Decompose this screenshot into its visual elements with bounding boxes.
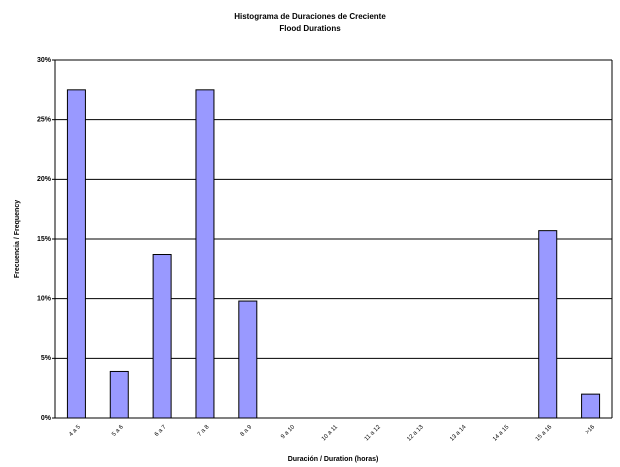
bar <box>66 89 86 419</box>
x-tick-label: 11 a 12 <box>364 424 383 443</box>
chart-subtitle: Flood Durations <box>279 24 341 33</box>
x-tick-label: 8 a 9 <box>240 424 254 438</box>
x-tick-label: 5 a 6 <box>111 424 125 438</box>
x-axis-label: Duración / Duration (horas) <box>288 456 379 463</box>
y-tick-label: 25% <box>37 117 52 124</box>
bar <box>109 370 129 419</box>
x-tick-label: 7 a 8 <box>197 424 211 438</box>
y-tick-label: 20% <box>37 176 52 183</box>
bar <box>238 300 258 419</box>
x-tick-label: >16 <box>585 424 597 436</box>
bar <box>538 230 558 419</box>
y-tick-label: 30% <box>37 57 52 64</box>
x-tick-label: 12 a 13 <box>406 424 425 443</box>
y-tick-label: 10% <box>37 296 52 303</box>
bar <box>195 89 215 419</box>
x-tick-label: 6 a 7 <box>154 424 168 438</box>
chart-title: Histograma de Duraciones de Creciente <box>234 12 386 21</box>
x-tick-label: 9 a 10 <box>280 424 297 441</box>
y-tick-label: 0% <box>41 415 52 422</box>
bar <box>581 393 601 419</box>
x-tick-label: 10 a 11 <box>321 424 340 443</box>
bar <box>152 254 172 419</box>
y-tick-label: 5% <box>41 355 52 362</box>
y-tick-label: 15% <box>37 236 52 243</box>
x-tick-label: 13 a 14 <box>449 424 468 443</box>
x-tick-label: 14 a 15 <box>492 424 511 443</box>
x-tick-label: 4 a 5 <box>68 424 82 438</box>
x-tick-label: 15 a 16 <box>535 424 554 443</box>
y-axis-label: Frecuencia / Frequency <box>14 200 21 278</box>
